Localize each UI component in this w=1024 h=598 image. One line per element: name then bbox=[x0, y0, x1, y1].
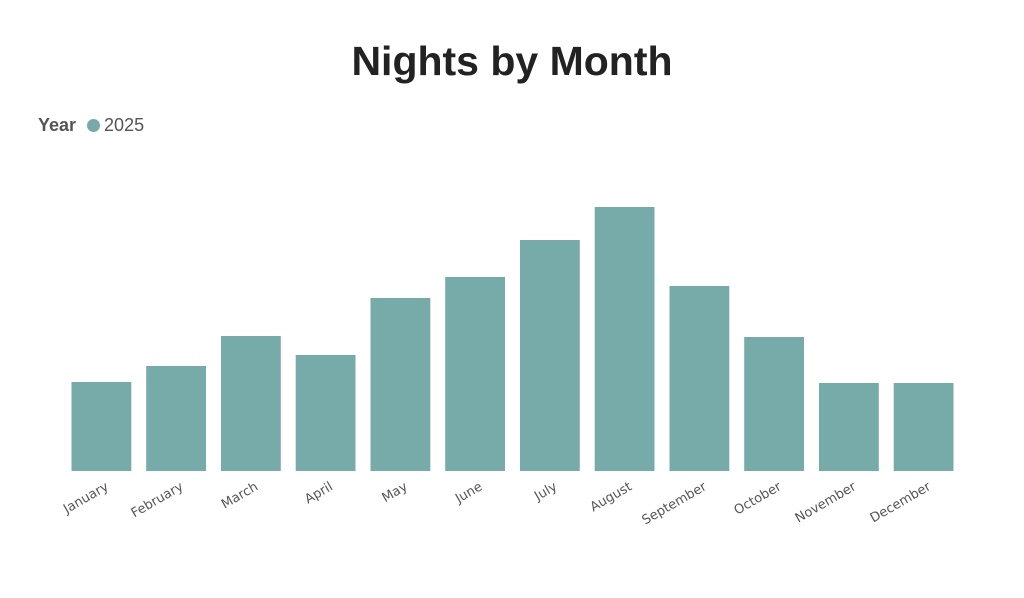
legend-swatch bbox=[87, 119, 101, 132]
x-tick-label-august: August bbox=[588, 479, 635, 515]
bar-april[interactable] bbox=[295, 355, 356, 471]
bar-august[interactable] bbox=[594, 207, 655, 471]
bar-march[interactable] bbox=[221, 336, 281, 471]
legend-title: Year bbox=[38, 115, 77, 135]
chart-title: Nights by Month bbox=[351, 38, 673, 84]
bar-may[interactable] bbox=[370, 298, 431, 471]
x-tick-label-september: September bbox=[640, 479, 710, 528]
bar-december[interactable] bbox=[893, 383, 954, 471]
bar-september[interactable] bbox=[669, 286, 730, 471]
bar-january[interactable] bbox=[71, 382, 132, 471]
bar-february[interactable] bbox=[146, 366, 206, 471]
x-tick-label-march: March bbox=[219, 479, 261, 512]
bar-june[interactable] bbox=[445, 277, 505, 471]
x-tick-label-april: April bbox=[302, 479, 335, 507]
x-tick-label-january: January bbox=[60, 479, 111, 517]
x-axis-tick-labels: January February March April May June July Augu… bbox=[60, 479, 934, 528]
x-tick-label-june: June bbox=[452, 479, 485, 507]
x-tick-label-december: December bbox=[868, 479, 934, 526]
x-tick-label-november: November bbox=[793, 479, 860, 526]
bar-july[interactable] bbox=[520, 240, 580, 471]
x-tick-label-july: July bbox=[531, 479, 560, 504]
x-tick-label-february: February bbox=[129, 479, 187, 521]
x-tick-label-october: October bbox=[732, 479, 785, 518]
legend: Year 2025 bbox=[38, 115, 144, 136]
legend-series-label[interactable]: 2025 bbox=[104, 115, 145, 135]
x-tick-label-may: May bbox=[380, 479, 411, 506]
bars-group bbox=[71, 207, 954, 471]
bar-october[interactable] bbox=[744, 337, 804, 471]
bar-november[interactable] bbox=[819, 383, 879, 471]
